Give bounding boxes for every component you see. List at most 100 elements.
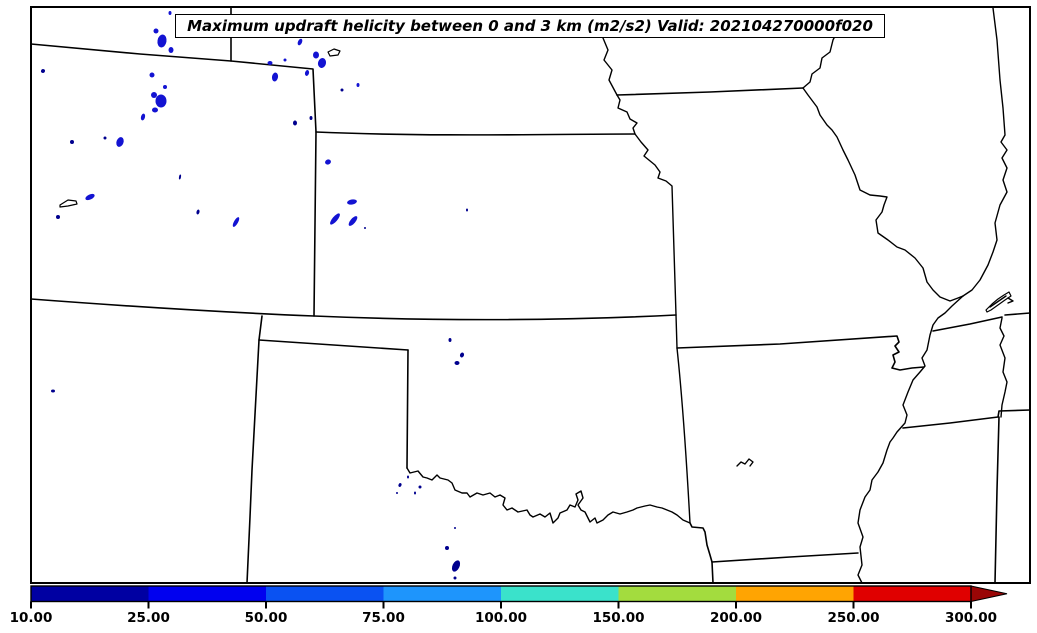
helicity-speck (41, 69, 45, 73)
border-mo-ar-bootheel (676, 335, 925, 371)
colorbar-segment (266, 586, 384, 602)
border-tn-ms-35n (902, 409, 1031, 429)
colorbar-tick-label: 10.00 (10, 610, 53, 626)
border-wabash-ohio (962, 7, 1008, 297)
helicity-speck (232, 217, 240, 227)
border-red-river (406, 467, 691, 524)
helicity-speck (448, 338, 452, 342)
helicity-speck (271, 72, 279, 82)
helicity-speck (304, 70, 310, 76)
helicity-speck (149, 72, 155, 78)
helicity-speck (451, 560, 461, 572)
helicity-speck (168, 47, 174, 53)
helicity-speck (396, 492, 398, 494)
helicity-speck (151, 92, 157, 98)
colorbar-tick-label: 25.00 (127, 610, 170, 626)
border-ia-mo (616, 87, 804, 96)
border-tx-ar-la (689, 522, 714, 584)
border-ok-panhandle-36-5n (258, 339, 409, 351)
lake-features (59, 48, 1014, 467)
helicity-speck (459, 352, 465, 358)
helicity-speck (157, 34, 167, 48)
border-41n-102w (30, 43, 317, 317)
helicity-speck (267, 61, 273, 65)
border-tx-ok-100w (406, 349, 409, 469)
border-missouri-river-ks-mo-ok-ar (602, 37, 691, 524)
border-ar-la-33n (711, 552, 859, 563)
helicity-speck (348, 216, 358, 226)
helicity-speck (152, 107, 158, 113)
helicity-speck (418, 485, 422, 489)
helicity-speck (140, 113, 146, 121)
border-37n-ks-ok (30, 298, 677, 321)
helicity-speck (103, 136, 107, 140)
helicity-speck (56, 215, 60, 219)
colorbar-segment (501, 586, 619, 602)
helicity-speck (453, 576, 457, 580)
helicity-speck (414, 491, 416, 495)
colorbar-tick-label: 50.00 (245, 610, 288, 626)
helicity-speck (454, 361, 460, 365)
colorbar-arrow (970, 585, 1008, 603)
border-mississippi-upper (802, 87, 964, 302)
plot-title: Maximum updraft helicity between 0 and 3… (187, 17, 873, 35)
colorbar-segment (618, 586, 737, 602)
helicity-speck (445, 546, 449, 550)
map-frame (30, 6, 1031, 584)
colorbar-segment (148, 586, 267, 602)
helicity-speck (153, 28, 159, 34)
colorbar-segment (736, 586, 854, 602)
helicity-speck (407, 475, 409, 479)
helicity-speck (116, 137, 124, 147)
helicity-speck (356, 83, 360, 87)
helicity-speck (70, 140, 74, 144)
border-ky-tn-east (1004, 312, 1031, 316)
border-mississippi-lower (857, 295, 964, 584)
border-nm-tx-103w (246, 315, 263, 584)
colorbar-tick-label: 100.00 (475, 610, 527, 626)
colorbar-segment (383, 586, 502, 602)
state-borders (30, 6, 1031, 584)
title-box: Maximum updraft helicity between 0 and 3… (175, 14, 885, 38)
colorado-lake-shape (59, 199, 78, 208)
helicity-speck (398, 483, 402, 487)
nebraska-lake-shape (327, 48, 341, 57)
border-tennessee-river (999, 317, 1008, 418)
helicity-speck (309, 116, 313, 120)
helicity-speck (297, 38, 303, 46)
colorbar-segment (853, 586, 972, 602)
helicity-speck (283, 58, 287, 62)
helicity-speck (466, 208, 468, 212)
border-40n-ne-ks (315, 131, 636, 136)
arkansas-river-squiggle (736, 458, 754, 467)
border-ky-tn-west (932, 316, 1003, 332)
colorbar-tick-label: 75.00 (362, 610, 405, 626)
helicity-speck (293, 120, 297, 126)
helicity-specks (41, 11, 468, 580)
helicity-speck (317, 58, 327, 68)
helicity-speck (178, 174, 182, 180)
helicity-speck (196, 209, 200, 215)
colorbar: 10.00 25.00 50.00 75.00 100.00 150.00 200.00 25… (10, 585, 1008, 626)
colorbar-tick-label: 200.00 (710, 610, 762, 626)
helicity-speck (51, 389, 55, 393)
helicity-speck (364, 227, 366, 229)
helicity-speck (168, 11, 172, 15)
colorbar-tick-label: 250.00 (827, 610, 879, 626)
helicity-speck (85, 193, 95, 201)
colorbar-segment (31, 586, 149, 602)
helicity-speck (313, 51, 319, 59)
helicity-speck (325, 159, 331, 165)
border-ms-al (994, 416, 1000, 584)
helicity-speck (340, 88, 344, 92)
helicity-speck (347, 199, 357, 205)
helicity-speck (454, 527, 456, 529)
helicity-speck (330, 213, 340, 225)
border-des-moines-river (802, 29, 839, 89)
colorbar-tick-label: 150.00 (592, 610, 644, 626)
helicity-speck (155, 94, 167, 108)
helicity-speck (163, 85, 167, 89)
lake-barkley-line (989, 295, 1014, 308)
